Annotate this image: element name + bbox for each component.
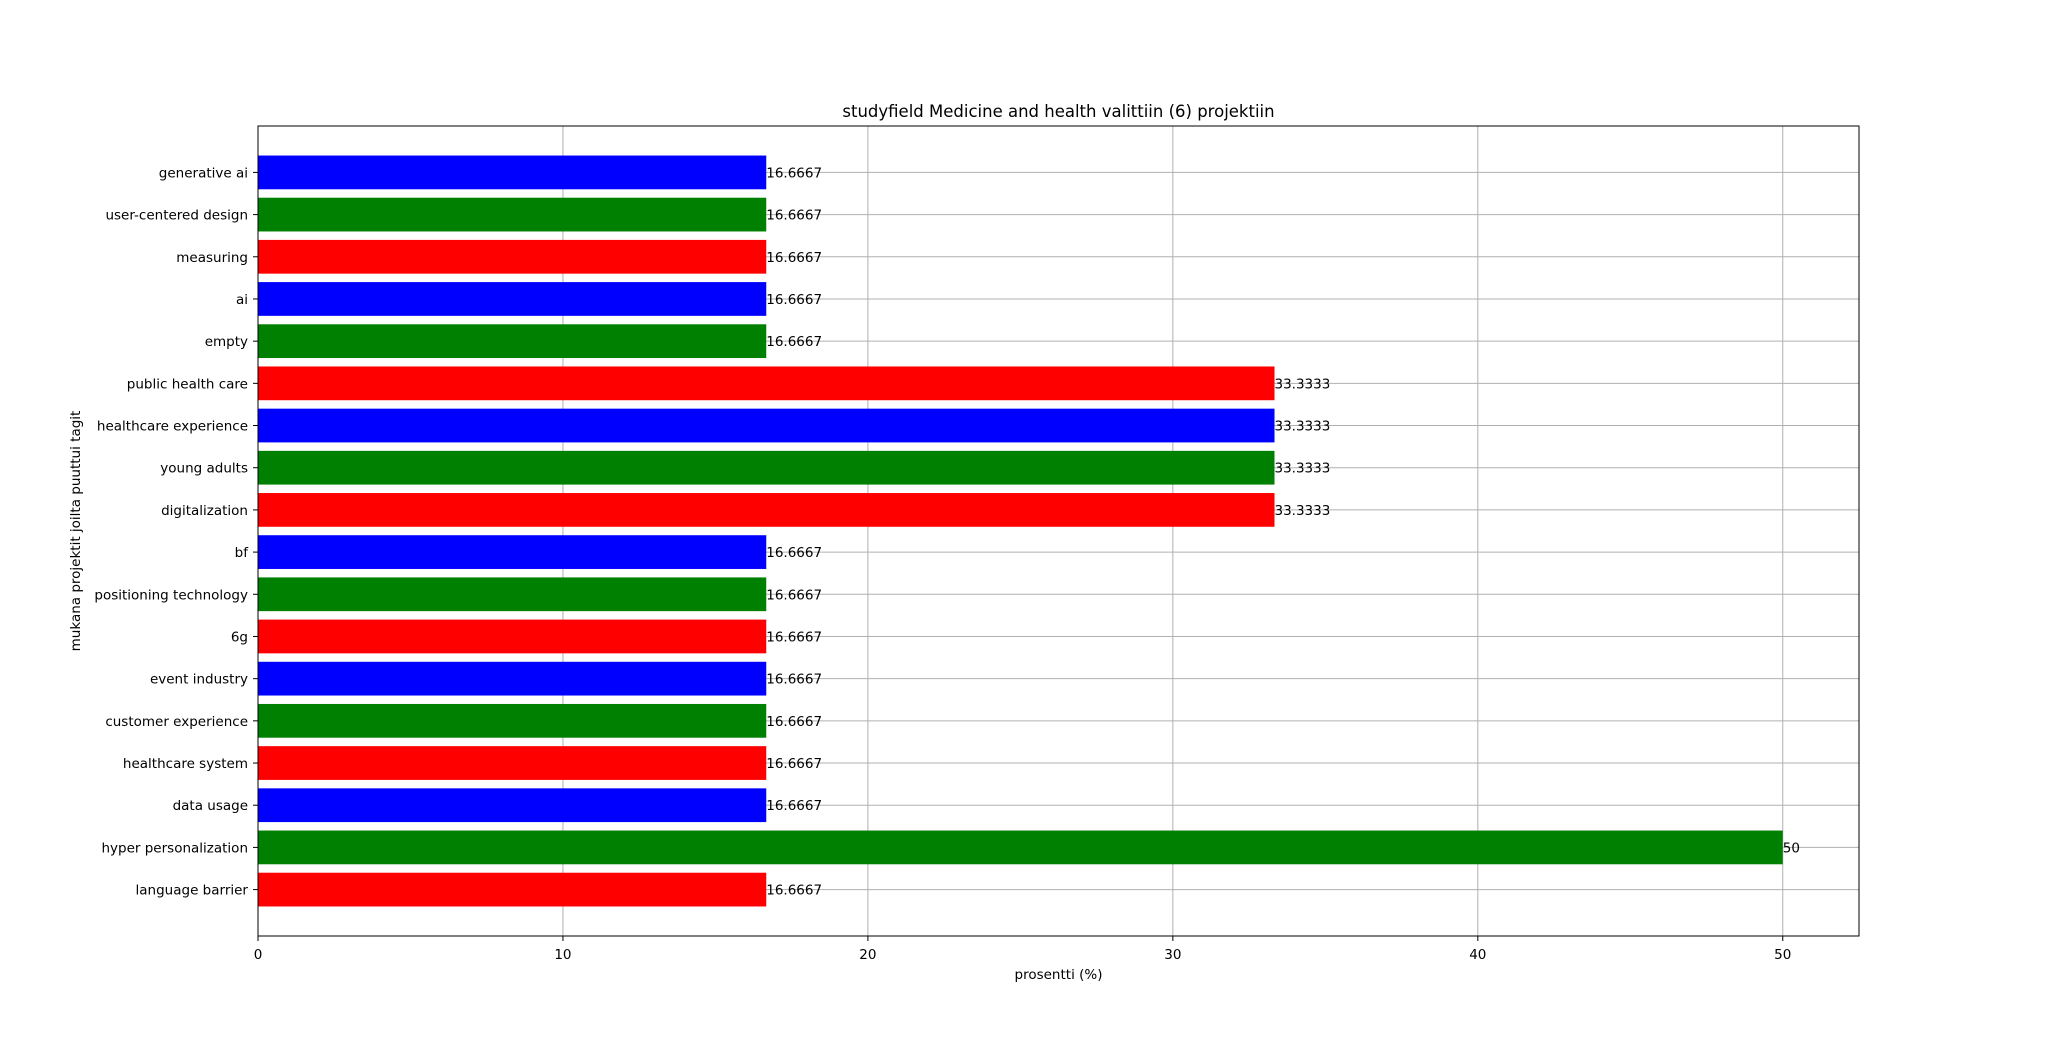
y-tick-label: generative ai [159, 165, 248, 181]
bar [258, 577, 767, 612]
bar [258, 746, 767, 780]
bar-value-label: 33.3333 [1275, 376, 1331, 392]
bar [258, 282, 767, 316]
plot-frame [257, 125, 1860, 937]
bar [258, 324, 767, 359]
x-tick-label: 0 [254, 947, 263, 963]
bar [258, 197, 767, 232]
bar [258, 239, 767, 274]
y-tick-label: young adults [160, 461, 248, 477]
x-tick-label: 50 [1774, 947, 1791, 963]
bar-value-label: 33.3333 [1275, 503, 1331, 519]
y-tick-label: hyper personalization [101, 840, 248, 856]
bar-value-label: 16.6667 [766, 292, 822, 308]
x-axis-ticks: 0 10 20 30 40 50 [254, 936, 1791, 963]
y-tick-label: ai [236, 292, 248, 308]
y-axis-ticks: generative ai user-centered design measuri… [94, 165, 258, 899]
y-tick-label: user-centered design [105, 208, 248, 224]
bar [258, 830, 1783, 865]
bar-value-label: 16.6667 [766, 714, 822, 730]
bar [258, 703, 767, 738]
y-tick-label: digitalization [161, 503, 248, 519]
bar-value-label: 16.6667 [766, 165, 822, 181]
y-tick-label: event industry [150, 672, 248, 688]
bar [258, 450, 1275, 485]
y-tick-label: measuring [176, 250, 248, 266]
bar-value-label: 16.6667 [766, 672, 822, 688]
bar-value-label: 16.6667 [766, 208, 822, 224]
bar-value-label: 16.6667 [766, 545, 822, 561]
x-tick-label: 20 [859, 947, 876, 963]
bar [258, 366, 1275, 401]
bar [258, 661, 767, 696]
x-tick-label: 40 [1469, 947, 1486, 963]
bar-value-label: 16.6667 [766, 798, 822, 814]
x-axis-label: prosentti (%) [1015, 967, 1103, 983]
x-tick-label: 30 [1164, 947, 1181, 963]
y-tick-label: healthcare experience [97, 419, 248, 435]
y-tick-label: language barrier [136, 883, 249, 899]
y-tick-label: customer experience [105, 714, 248, 730]
x-tick-label: 10 [554, 947, 571, 963]
bar-value-label: 16.6667 [766, 629, 822, 645]
bar [258, 408, 1275, 443]
bar-value-label: 16.6667 [766, 756, 822, 772]
bar-value-label: 16.6667 [766, 587, 822, 603]
y-tick-label: positioning technology [94, 587, 248, 603]
bar-value-label: 16.6667 [766, 883, 822, 899]
y-tick-label: bf [235, 545, 250, 561]
y-tick-label: healthcare system [123, 756, 248, 772]
bar [258, 493, 1275, 527]
y-tick-label: public health care [127, 376, 248, 392]
bar [258, 155, 767, 190]
bar-value-label: 16.6667 [766, 334, 822, 350]
bar [258, 872, 767, 907]
y-axis-label: mukana projektit joilta puuttui tagit [68, 411, 84, 652]
bar [258, 619, 767, 654]
y-tick-label: empty [205, 334, 248, 350]
bars: 16.6667 16.6667 16.6667 16.6667 16.6667 33.33… [258, 155, 1800, 907]
bar [258, 535, 767, 569]
y-tick-label: data usage [173, 798, 248, 814]
bar-value-label: 33.3333 [1275, 419, 1331, 435]
chart-title: studyfield Medicine and health valittiin… [842, 102, 1274, 121]
bar-value-label: 16.6667 [766, 250, 822, 266]
bar-value-label: 50 [1783, 840, 1800, 856]
y-tick-label: 6g [231, 629, 248, 645]
bar-value-label: 33.3333 [1275, 461, 1331, 477]
bar [258, 788, 767, 823]
